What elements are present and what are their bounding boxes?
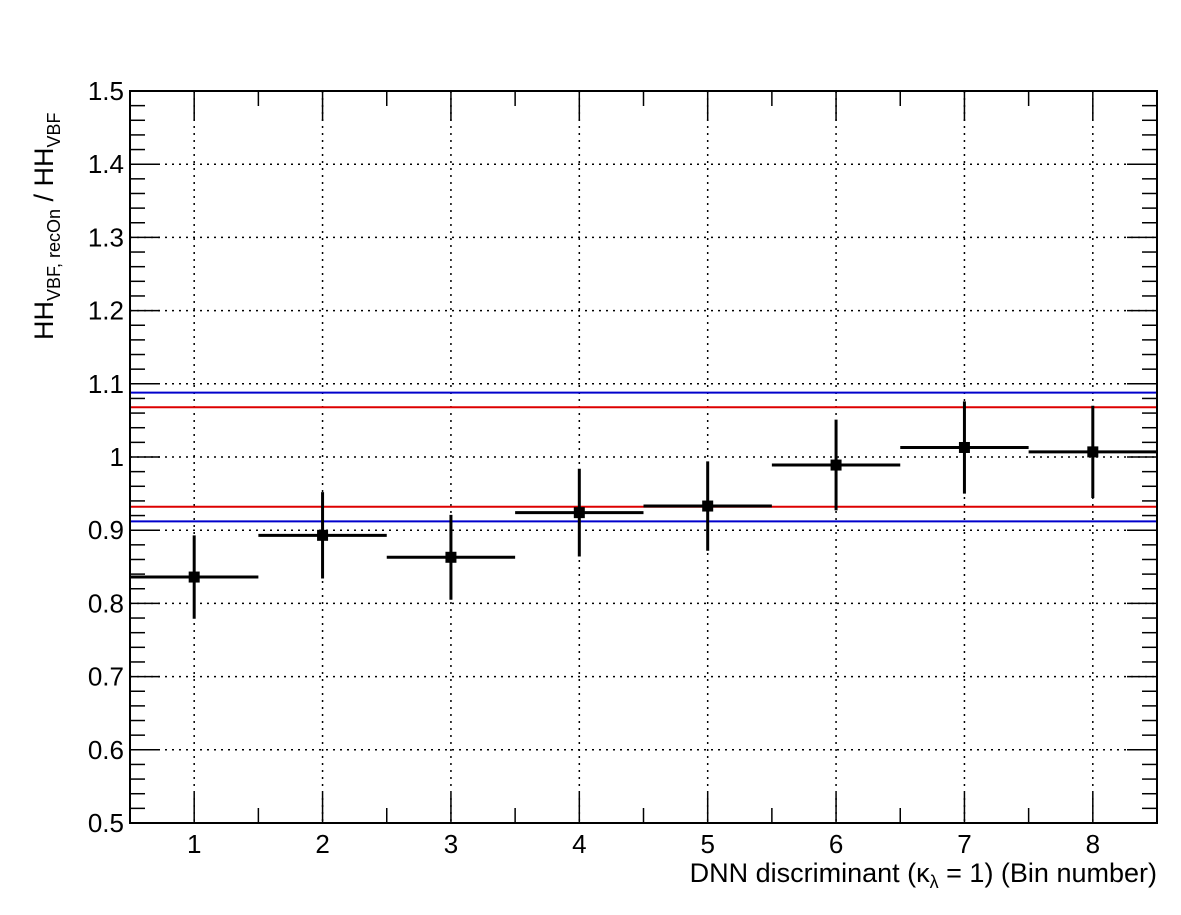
x-tick-label: 8 [1086, 829, 1100, 859]
point-marker [830, 459, 842, 471]
data-point [771, 419, 901, 511]
x-tick-label: 7 [957, 829, 971, 859]
point-marker [445, 551, 457, 563]
y-tick-label: 1.2 [88, 296, 124, 326]
y-axis-title: HHVBF, recOn / HHVBF [29, 112, 64, 340]
x-tick-label: 6 [829, 829, 843, 859]
y-tick-label: 1.3 [88, 222, 124, 252]
data-point [130, 535, 259, 619]
x-axis-title: DNN discriminant (κλ = 1) (Bin number) [690, 858, 1157, 892]
data-point [258, 492, 387, 579]
point-marker [317, 529, 329, 541]
data-point [515, 468, 644, 557]
y-tick-label: 0.8 [88, 588, 124, 618]
y-tick-label: 0.9 [88, 515, 124, 545]
y-tick-label: 1 [110, 442, 124, 472]
x-tick-label: 4 [572, 829, 586, 859]
point-marker [702, 500, 714, 512]
x-tick-label: 2 [315, 829, 329, 859]
data-points [130, 401, 1157, 619]
y-tick-label: 1.5 [88, 76, 124, 106]
data-point [900, 401, 1029, 494]
point-marker [1087, 446, 1099, 458]
x-tick-label: 1 [187, 829, 201, 859]
y-tick-label: 0.5 [88, 808, 124, 838]
point-marker [958, 441, 970, 453]
data-point [643, 461, 772, 551]
y-tick-label: 1.1 [88, 369, 124, 399]
y-tick-label: 1.4 [88, 149, 124, 179]
point-marker [188, 571, 200, 583]
data-point [386, 514, 516, 600]
axes: 0.5 0.6 0.7 0.8 0.9 1 1.1 1.2 1.3 1.4 1.5 1 2 3 4 5 6 7 8 [88, 76, 1158, 859]
x-tick-label: 3 [444, 829, 458, 859]
point-marker [573, 507, 585, 519]
x-tick-label: 5 [700, 829, 714, 859]
y-tick-label: 0.7 [88, 662, 124, 692]
y-tick-label: 0.6 [88, 735, 124, 765]
data-point [1028, 405, 1157, 498]
